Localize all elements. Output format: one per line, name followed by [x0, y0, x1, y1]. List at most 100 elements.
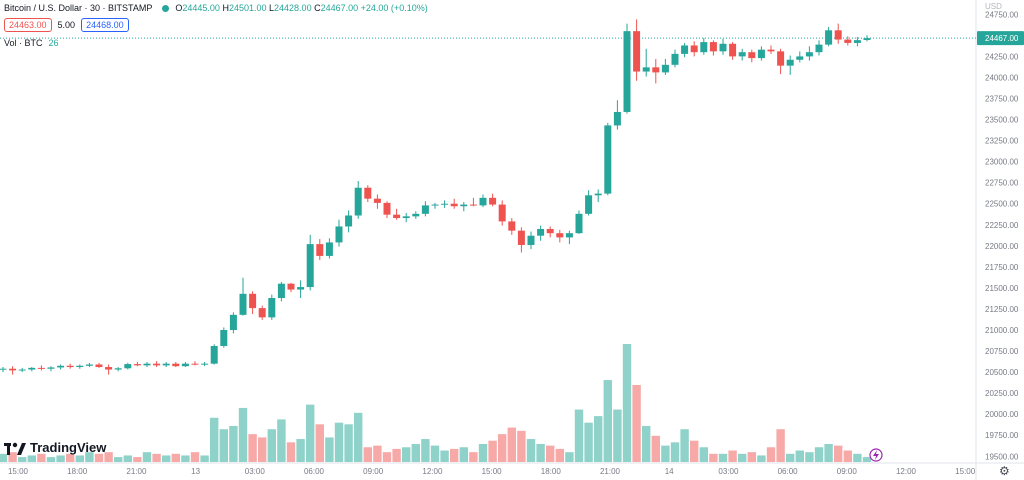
candle-body	[229, 314, 237, 330]
sell-button[interactable]: 24463.00	[4, 18, 52, 32]
price-tick-label: 21750.00	[985, 263, 1019, 272]
candle-body	[0, 368, 7, 370]
volume-legend[interactable]: Vol · BTC 26	[4, 38, 59, 48]
candle-body	[201, 363, 209, 365]
candle-body	[853, 40, 861, 43]
candle-body	[537, 228, 545, 236]
time-tick-label: 15:00	[8, 467, 29, 476]
candle-body	[95, 364, 103, 368]
volume-bar	[853, 453, 862, 462]
volume-bar	[229, 425, 238, 462]
candle-body	[700, 42, 708, 53]
candle-body	[690, 45, 698, 53]
volume-bar	[642, 425, 651, 462]
candle-body	[287, 283, 295, 290]
volume-bar	[786, 453, 795, 462]
candle-body	[767, 49, 775, 52]
volume-bar	[296, 439, 305, 462]
volume-bar	[680, 429, 689, 462]
candle-body	[757, 49, 765, 59]
lightning-icon-bolt	[873, 450, 879, 460]
volume-bar	[738, 453, 747, 462]
candle-body	[114, 368, 122, 370]
volume-bar	[805, 452, 814, 462]
volume-bar	[440, 450, 449, 462]
candle-body	[268, 298, 276, 318]
candle-body	[105, 367, 113, 370]
volume-bar	[478, 443, 488, 462]
currency-label[interactable]: USD	[985, 2, 1002, 11]
candle-body	[316, 244, 324, 256]
candle-body	[181, 363, 189, 367]
volume-bar	[66, 453, 75, 462]
volume-bar	[651, 435, 660, 462]
volume-bar	[286, 442, 296, 462]
candle-body	[239, 293, 247, 315]
candle-body	[844, 39, 852, 43]
time-tick-label: 09:00	[837, 467, 858, 476]
volume-bar	[363, 447, 372, 462]
volume-bar	[824, 443, 833, 462]
candle-body	[162, 363, 170, 366]
volume-bar	[728, 450, 737, 462]
volume-bar	[622, 344, 632, 462]
candle-body	[565, 233, 573, 238]
volume-bar	[498, 434, 507, 462]
tradingview-logo-icon	[4, 442, 26, 455]
low-label: L	[269, 3, 275, 13]
candle-body	[681, 45, 689, 54]
candle-body	[306, 244, 314, 288]
volume-bar	[18, 457, 27, 462]
volume-bar	[0, 453, 8, 462]
settings-gear-icon[interactable]: ⚙	[999, 464, 1010, 478]
time-tick-label: 03:00	[245, 467, 266, 476]
tradingview-logo[interactable]: TradingView	[4, 440, 106, 455]
candle-body	[460, 204, 468, 207]
candle-body	[373, 198, 381, 203]
price-tick-label: 20250.00	[985, 389, 1019, 398]
candle-body	[719, 43, 727, 52]
volume-value: 26	[48, 38, 59, 48]
volume-bar	[248, 434, 257, 462]
candle-body	[805, 52, 813, 57]
candle-body	[18, 369, 26, 371]
volume-bar	[123, 455, 132, 462]
volume-bar	[402, 447, 411, 462]
candle-body	[28, 367, 36, 370]
volume-bar	[162, 455, 171, 462]
candle-body	[748, 52, 756, 59]
volume-bar	[613, 409, 622, 462]
symbol-title[interactable]: Bitcoin / U.S. Dollar · 30 · BITSTAMP	[4, 3, 153, 13]
volume-bar	[507, 427, 516, 462]
low-value: 24428.00	[274, 3, 312, 13]
volume-bar	[795, 450, 804, 462]
price-tick-label: 20500.00	[985, 368, 1019, 377]
volume-bar	[114, 457, 123, 462]
volume-bar	[373, 445, 382, 462]
volume-bar	[344, 424, 353, 462]
change-value: +24.00 (+0.10%)	[360, 3, 428, 13]
time-tick-label: 21:00	[600, 467, 621, 476]
candle-body	[57, 365, 65, 368]
volume-bar	[814, 447, 824, 462]
candle-body	[9, 368, 17, 371]
time-tick-label: 18:00	[67, 467, 88, 476]
buy-button[interactable]: 24468.00	[81, 18, 129, 32]
time-tick-label: 12:00	[896, 467, 917, 476]
candle-body	[796, 56, 804, 60]
candle-body	[517, 230, 525, 245]
volume-bar	[526, 439, 536, 462]
volume-bar	[488, 440, 497, 462]
candle-body	[220, 329, 228, 346]
high-label: H	[222, 3, 229, 13]
volume-bar	[411, 443, 420, 462]
volume-bar	[56, 455, 65, 462]
time-tick-label: 13	[191, 467, 200, 476]
candle-body	[661, 64, 669, 73]
candle-body	[85, 364, 93, 366]
volume-bar	[862, 457, 872, 462]
candle-body	[729, 43, 737, 57]
candle-body	[834, 30, 842, 40]
time-tick-label: 15:00	[482, 467, 503, 476]
